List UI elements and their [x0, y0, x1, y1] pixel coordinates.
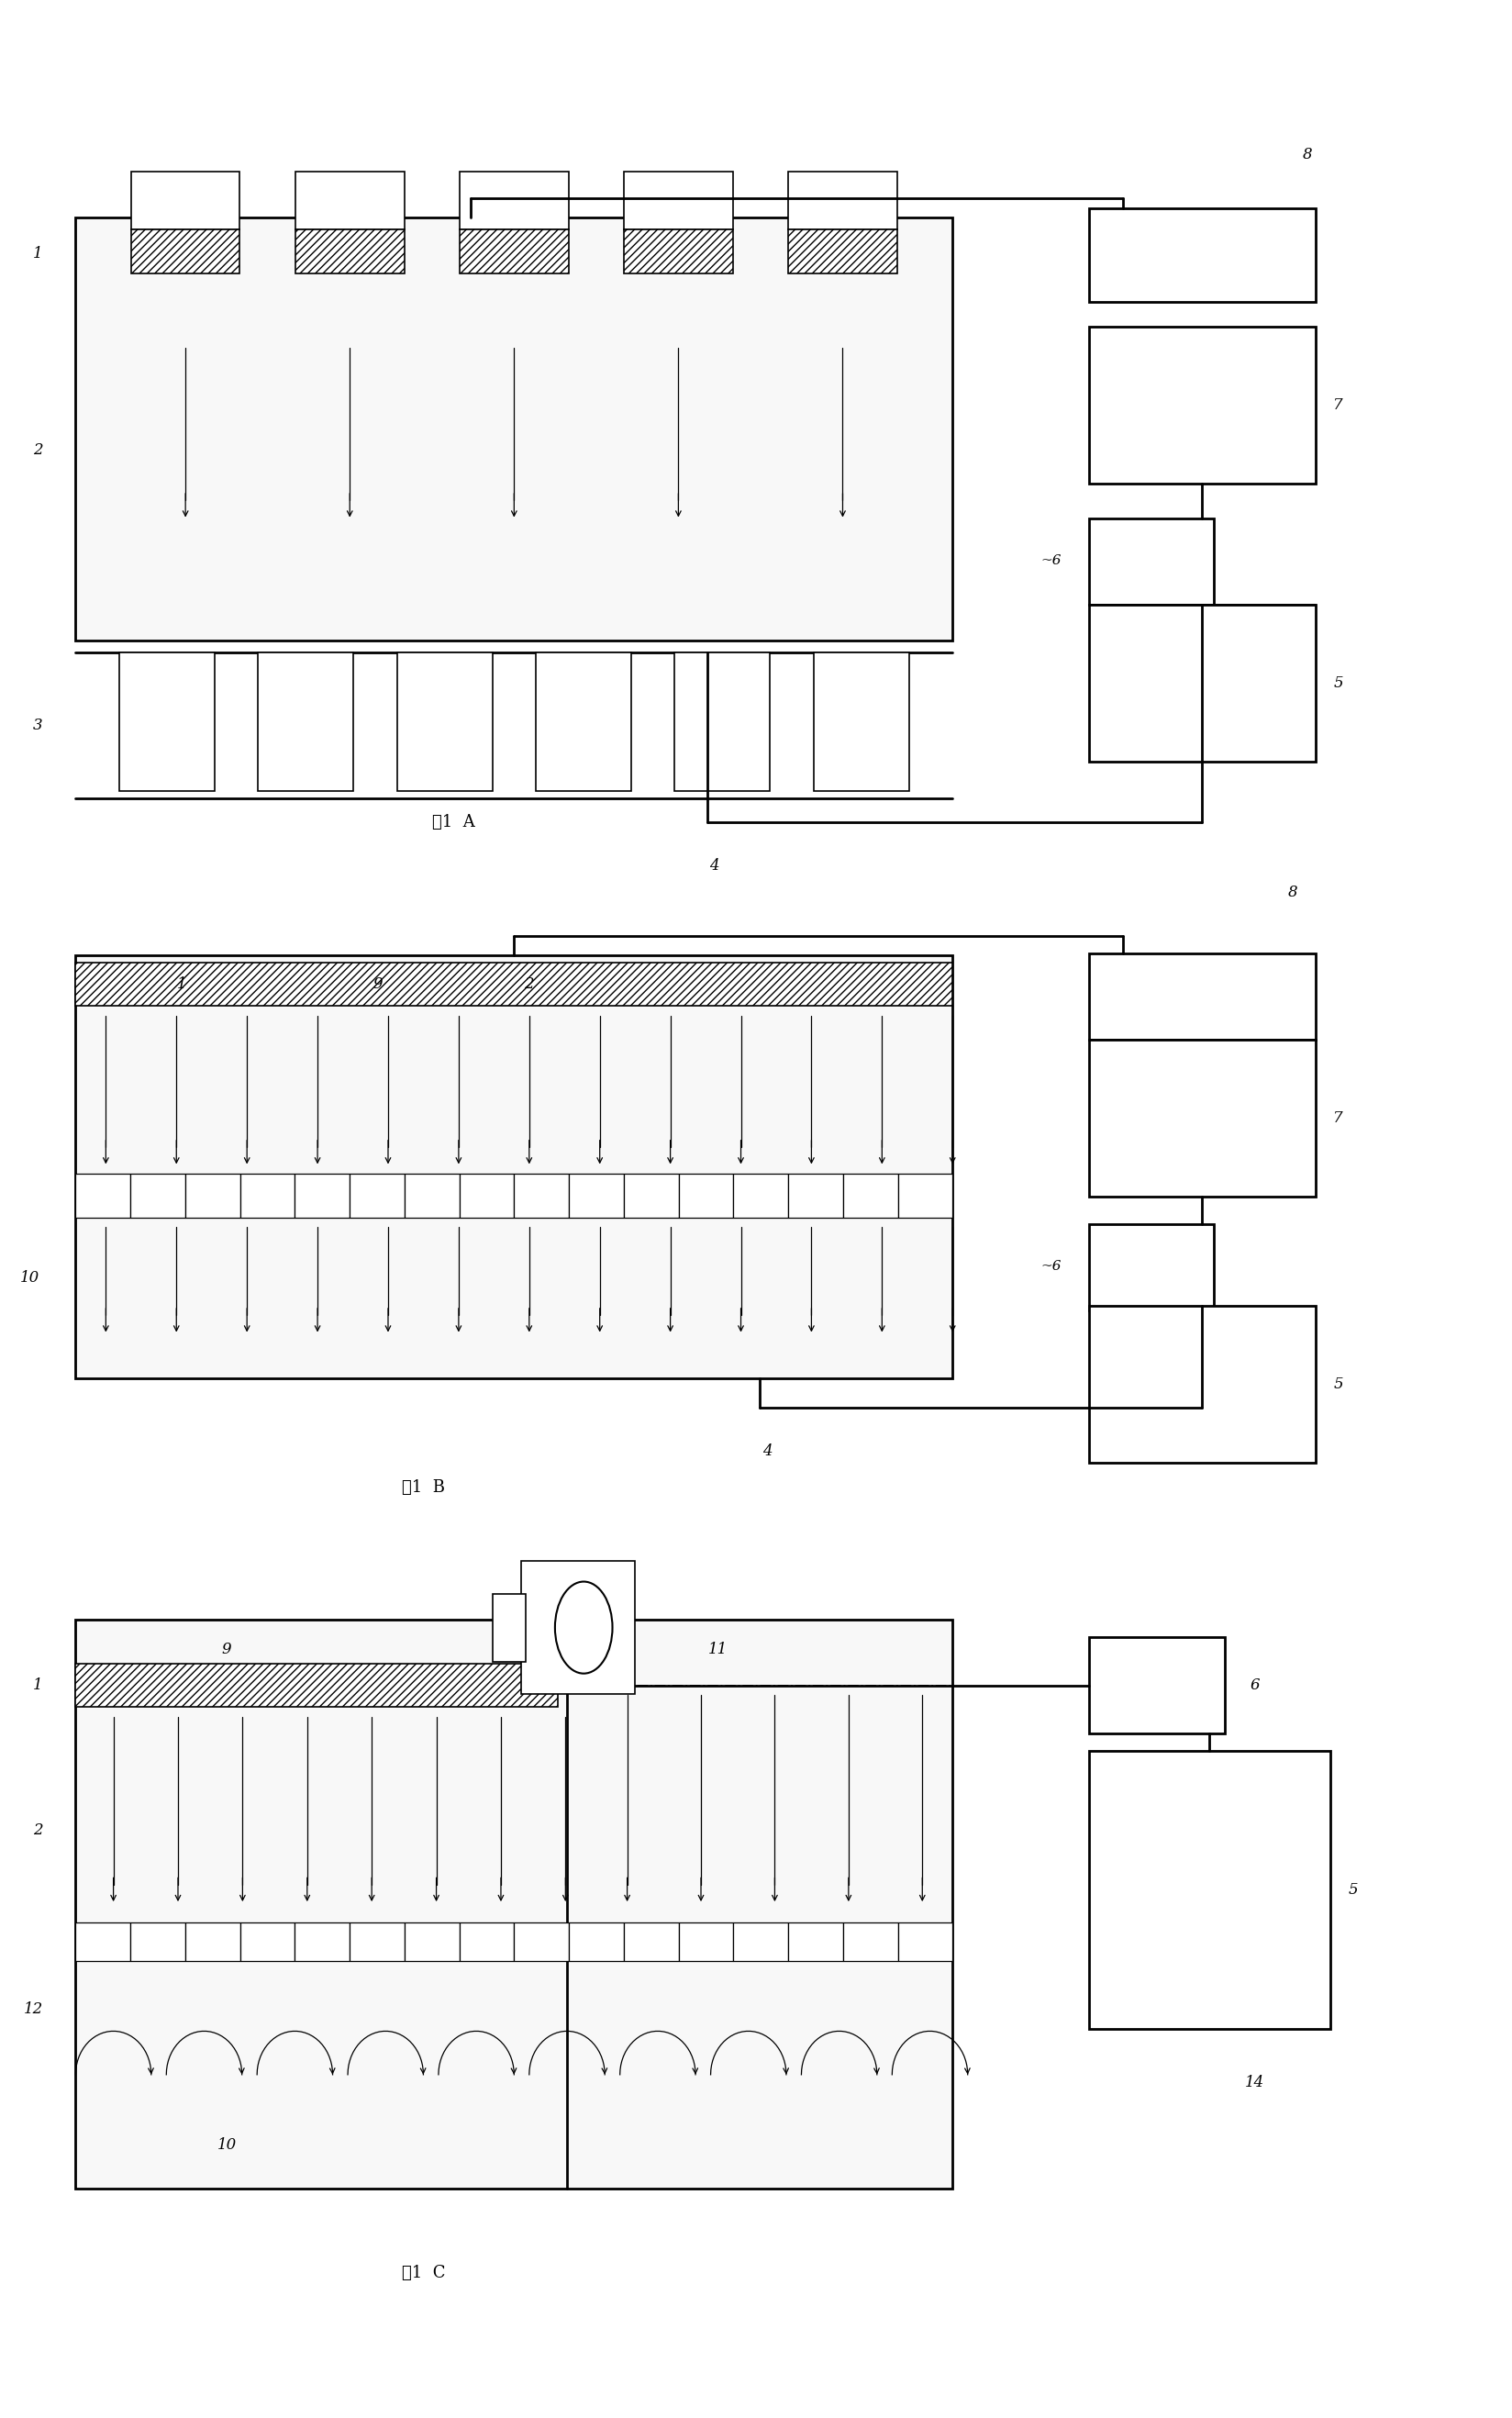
Bar: [460, 172, 569, 230]
Text: 2: 2: [33, 1823, 42, 1838]
Bar: [349, 1922, 405, 1961]
Bar: [130, 1922, 184, 1961]
Bar: [679, 1175, 733, 1219]
Bar: [569, 1175, 623, 1219]
Bar: [295, 230, 404, 273]
Bar: [1089, 1224, 1213, 1311]
Bar: [522, 1562, 635, 1695]
Text: 图1  C: 图1 C: [402, 2266, 445, 2280]
Bar: [674, 653, 770, 791]
Bar: [788, 1175, 844, 1219]
Text: 5: 5: [1349, 1881, 1358, 1898]
Bar: [349, 1175, 405, 1219]
Text: 11: 11: [708, 1642, 727, 1656]
Bar: [679, 1922, 733, 1961]
Text: 4: 4: [709, 858, 720, 873]
Text: ~6: ~6: [1040, 554, 1061, 566]
Bar: [119, 653, 215, 791]
Bar: [1089, 1306, 1315, 1463]
Text: 1: 1: [33, 247, 42, 261]
Text: 1: 1: [33, 1678, 42, 1693]
Text: ~6: ~6: [1040, 1260, 1061, 1272]
Text: 2: 2: [33, 442, 42, 457]
Text: 3: 3: [33, 718, 42, 733]
Text: 10: 10: [21, 1269, 39, 1286]
Bar: [132, 172, 240, 230]
Bar: [398, 653, 493, 791]
Bar: [460, 1922, 514, 1961]
Bar: [240, 1175, 295, 1219]
Bar: [295, 1922, 349, 1961]
Text: 12: 12: [24, 2002, 42, 2017]
Bar: [1089, 326, 1315, 484]
Bar: [130, 1175, 184, 1219]
Bar: [76, 218, 953, 641]
Text: 14: 14: [1246, 2075, 1264, 2089]
Text: 5: 5: [1334, 675, 1343, 692]
Text: 7: 7: [1334, 1110, 1343, 1127]
Bar: [1089, 517, 1213, 604]
Bar: [259, 653, 354, 791]
Text: 7: 7: [1334, 397, 1343, 413]
Bar: [404, 1175, 460, 1219]
Bar: [514, 1922, 569, 1961]
Text: 9: 9: [222, 1642, 231, 1656]
Bar: [1089, 953, 1315, 1040]
Bar: [813, 653, 909, 791]
Bar: [788, 172, 897, 230]
Bar: [460, 230, 569, 273]
Text: 5: 5: [1334, 1376, 1343, 1393]
Bar: [624, 172, 733, 230]
Bar: [76, 1620, 953, 2188]
Bar: [733, 1175, 788, 1219]
Bar: [493, 1593, 526, 1661]
Bar: [240, 1922, 295, 1961]
Text: 4: 4: [762, 1444, 773, 1458]
Bar: [132, 230, 240, 273]
Text: 1: 1: [177, 977, 186, 991]
Bar: [1089, 1751, 1331, 2029]
Bar: [184, 1922, 240, 1961]
Bar: [898, 1175, 953, 1219]
Bar: [404, 1922, 460, 1961]
Bar: [295, 172, 404, 230]
Bar: [76, 962, 953, 1006]
Bar: [569, 1922, 623, 1961]
Bar: [76, 1664, 558, 1707]
Bar: [623, 1175, 679, 1219]
Bar: [733, 1922, 788, 1961]
Bar: [295, 1175, 349, 1219]
Bar: [1089, 604, 1315, 762]
Bar: [788, 230, 897, 273]
Bar: [1089, 1637, 1225, 1734]
Text: 6: 6: [1250, 1678, 1259, 1693]
Text: 8: 8: [1303, 147, 1312, 162]
Text: 图1  B: 图1 B: [402, 1480, 445, 1494]
Bar: [898, 1922, 953, 1961]
Bar: [623, 1922, 679, 1961]
Bar: [624, 230, 733, 273]
Bar: [1089, 1040, 1315, 1197]
Bar: [535, 653, 631, 791]
Bar: [844, 1175, 898, 1219]
Bar: [514, 1175, 569, 1219]
Text: 图1  A: 图1 A: [432, 815, 475, 829]
Bar: [76, 1922, 130, 1961]
Bar: [184, 1175, 240, 1219]
Text: 2: 2: [525, 977, 534, 991]
Bar: [844, 1922, 898, 1961]
Bar: [76, 1175, 130, 1219]
Bar: [76, 955, 953, 1378]
Text: 9: 9: [373, 977, 383, 991]
Bar: [1089, 208, 1315, 302]
Bar: [788, 1922, 844, 1961]
Bar: [460, 1175, 514, 1219]
Text: 10: 10: [218, 2138, 236, 2152]
Text: 8: 8: [1288, 885, 1297, 899]
